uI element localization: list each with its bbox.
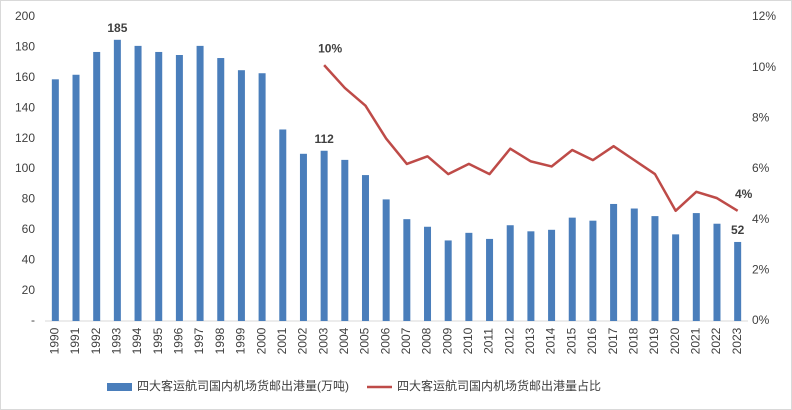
- y2-tick-label: 2%: [752, 263, 770, 277]
- x-tick-label: 1998: [213, 327, 227, 354]
- x-tick-label: 2007: [399, 327, 413, 354]
- x-tick-label: 1996: [172, 327, 186, 354]
- x-tick-label: 1994: [130, 327, 144, 354]
- data-label: 10%: [318, 41, 342, 55]
- data-label: 112: [314, 132, 334, 146]
- bar: [548, 229, 556, 321]
- bar: [217, 58, 225, 321]
- y2-tick-label: 8%: [752, 111, 770, 125]
- x-tick-label: 2017: [606, 327, 620, 354]
- bar: [713, 223, 721, 321]
- bar: [196, 45, 204, 321]
- x-tick-label: 2014: [544, 327, 558, 354]
- bar: [734, 241, 742, 321]
- bar: [486, 238, 494, 321]
- x-tick-label: 1992: [89, 327, 103, 354]
- x-tick-label: 1997: [192, 327, 206, 354]
- bar: [444, 240, 452, 321]
- bar: [175, 55, 183, 321]
- x-tick-label: 2006: [378, 327, 392, 354]
- bar: [258, 73, 266, 322]
- y-tick-label: 20: [22, 283, 36, 297]
- data-label: 4%: [735, 187, 753, 201]
- x-tick-label: 2005: [358, 327, 372, 354]
- bar: [568, 217, 576, 321]
- y-tick-label: 40: [22, 252, 36, 266]
- y2-tick-label: 6%: [752, 161, 770, 175]
- bar: [424, 226, 432, 321]
- legend-label: 四大客运航司国内机场货邮出港量占比: [397, 378, 601, 393]
- bar: [320, 150, 328, 321]
- bar: [113, 39, 121, 322]
- x-tick-label: 1991: [68, 327, 82, 354]
- y-tick-label: 200: [15, 9, 35, 23]
- bar: [672, 234, 680, 321]
- x-tick-label: 2010: [461, 327, 475, 354]
- x-tick-label: 2019: [647, 327, 661, 354]
- y-tick-label: -: [31, 313, 35, 327]
- bar: [630, 208, 638, 321]
- y-tick-label: 180: [15, 40, 35, 54]
- data-label: 52: [731, 223, 745, 237]
- x-tick-label: 2018: [626, 327, 640, 354]
- bar: [72, 74, 80, 321]
- line: [323, 64, 739, 213]
- x-tick-label: 2008: [420, 327, 434, 354]
- bar: [341, 159, 349, 321]
- bar: [527, 231, 535, 321]
- bar: [692, 213, 700, 321]
- data-label: 185: [107, 21, 127, 35]
- bar: [382, 199, 390, 321]
- bar: [237, 70, 245, 321]
- y2-tick-label: 12%: [752, 9, 776, 23]
- y2-tick-label: 0%: [752, 313, 770, 327]
- x-tick-label: 2001: [275, 327, 289, 354]
- y2-tick-label: 10%: [752, 60, 776, 74]
- y-tick-label: 140: [15, 100, 35, 114]
- y-tick-label: 160: [15, 70, 35, 84]
- y2-tick-label: 4%: [752, 212, 770, 226]
- bar: [506, 225, 514, 321]
- y-tick-label: 60: [22, 222, 36, 236]
- bar: [589, 220, 597, 321]
- y-tick-label: 100: [15, 161, 35, 175]
- y-tick-label: 80: [22, 192, 36, 206]
- x-tick-label: 1993: [110, 327, 124, 354]
- bar: [610, 203, 618, 321]
- x-tick-label: 2003: [316, 327, 330, 354]
- x-tick-label: 2022: [709, 327, 723, 354]
- x-tick-label: 2013: [523, 327, 537, 354]
- bar: [134, 45, 142, 321]
- x-tick-label: 2021: [688, 327, 702, 354]
- x-tick-label: 2002: [296, 327, 310, 354]
- legend-label: 四大客运航司国内机场货邮出港量(万吨): [137, 378, 349, 393]
- bar: [299, 153, 307, 321]
- bar: [93, 51, 101, 322]
- x-tick-label: 2000: [254, 327, 268, 354]
- bar: [361, 175, 369, 321]
- x-tick-label: 1999: [234, 327, 248, 354]
- bar: [279, 129, 287, 321]
- x-tick-label: 1995: [151, 327, 165, 354]
- x-tick-label: 2023: [730, 327, 744, 354]
- bar: [155, 51, 163, 322]
- legend-swatch: [107, 383, 132, 391]
- x-tick-label: 2016: [585, 327, 599, 354]
- x-tick-label: 2012: [502, 327, 516, 354]
- x-tick-label: 2015: [564, 327, 578, 354]
- x-tick-label: 2004: [337, 327, 351, 354]
- bar: [465, 232, 473, 321]
- x-tick-label: 2020: [668, 327, 682, 354]
- bar: [51, 79, 59, 321]
- x-tick-label: 2009: [440, 327, 454, 354]
- x-tick-label: 2011: [482, 328, 496, 354]
- bar: [403, 219, 411, 321]
- y-tick-label: 120: [15, 131, 35, 145]
- bar: [651, 216, 659, 321]
- x-tick-label: 1990: [48, 327, 62, 354]
